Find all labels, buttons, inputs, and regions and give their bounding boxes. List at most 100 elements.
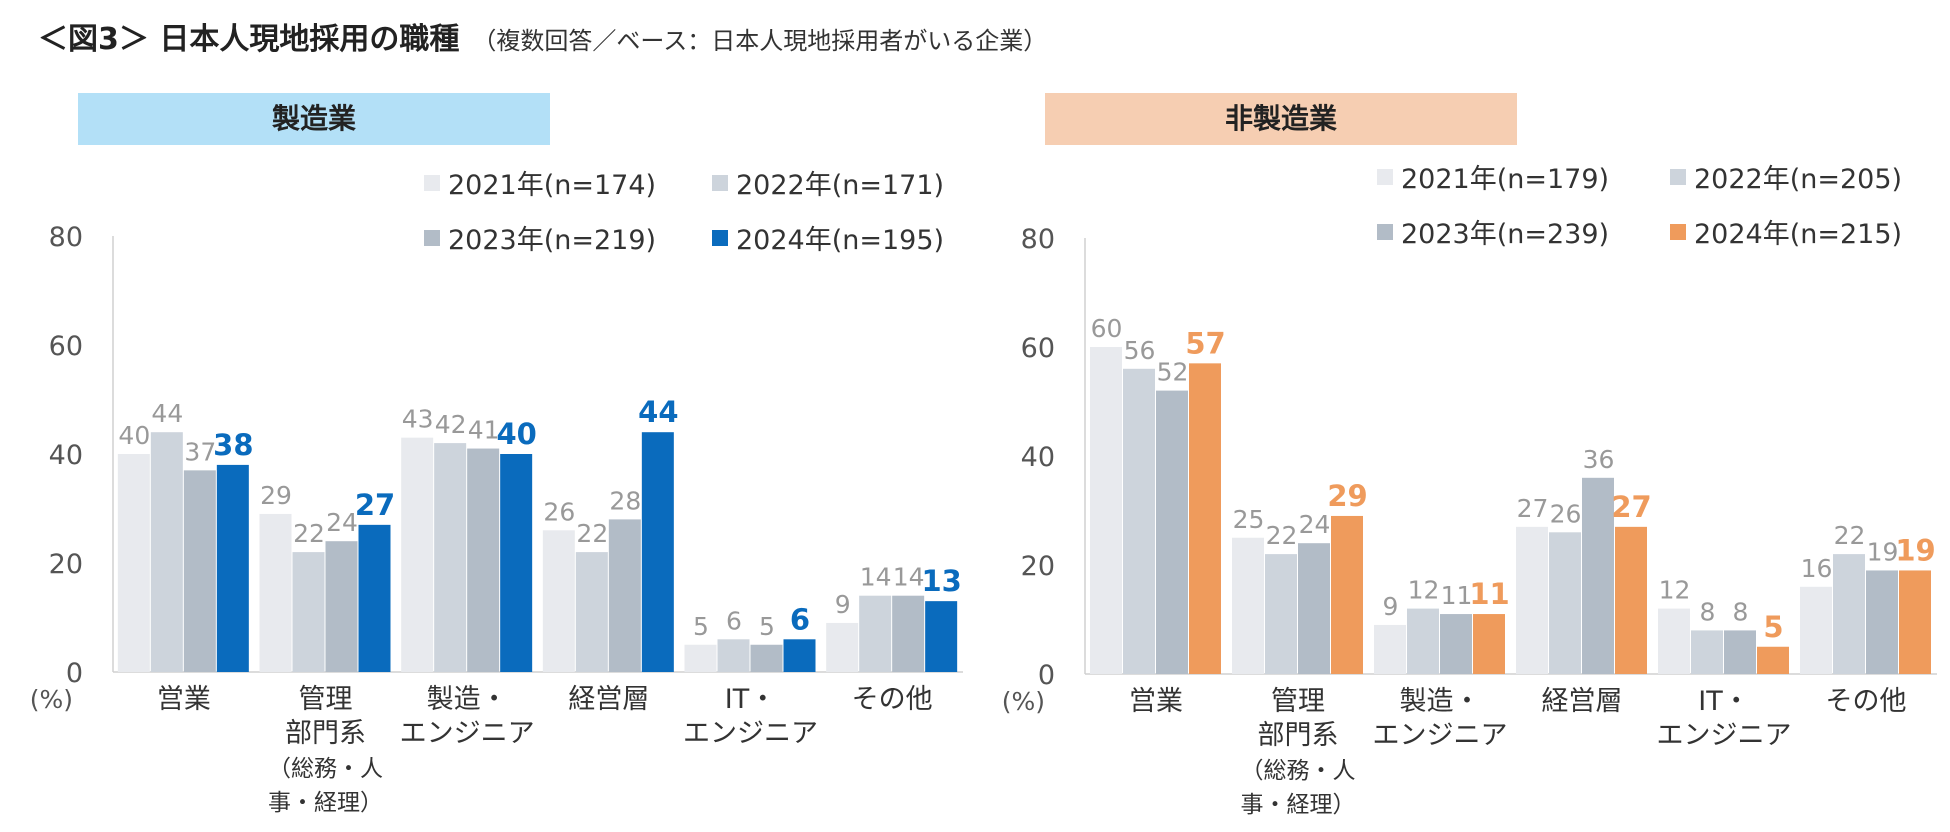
bar	[183, 470, 216, 672]
bar	[1757, 646, 1789, 674]
y-tick-label: 80	[1021, 224, 1055, 255]
data-label: 27	[1517, 494, 1549, 523]
bar	[717, 639, 750, 672]
category-label: 経営層	[568, 684, 649, 715]
bar	[641, 432, 674, 672]
legend-swatch	[712, 174, 728, 191]
legend-swatch	[712, 229, 728, 246]
bar	[1724, 630, 1756, 674]
data-label: 25	[1233, 505, 1265, 534]
data-label: 16	[1801, 554, 1833, 583]
category-label: 部門系	[1258, 720, 1339, 751]
category-label: 管理	[1271, 686, 1325, 717]
y-axis-unit-label: (%)	[1002, 687, 1045, 716]
data-label: 8	[1700, 597, 1716, 626]
bar	[358, 524, 391, 672]
category-label: エンジニア	[1657, 720, 1792, 751]
bar	[467, 448, 500, 672]
panel-title-band: 製造業	[78, 93, 550, 145]
bar	[216, 464, 249, 672]
legend-label: 2023年(n=219)	[448, 225, 657, 256]
bar	[542, 530, 575, 672]
bar	[1615, 526, 1647, 674]
panel-title-band: 非製造業	[1045, 93, 1517, 145]
bar	[608, 519, 641, 672]
bar	[1123, 368, 1155, 674]
category-label: エンジニア	[1373, 720, 1508, 751]
bar	[1298, 543, 1330, 674]
category-label: その他	[1826, 686, 1907, 717]
bar	[1090, 347, 1122, 674]
bar	[1232, 537, 1264, 674]
y-tick-label: 40	[49, 440, 83, 471]
legend-label: 2021年(n=179)	[1401, 164, 1610, 195]
y-tick-label: 20	[49, 549, 83, 580]
legend-item: 2024年(n=195)	[712, 218, 944, 257]
figure-title: ＜図3＞ 日本人現地採用の職種	[38, 22, 460, 57]
category-label: 事・経理）	[268, 790, 383, 816]
bar	[925, 601, 958, 672]
figure-subtitle: （複数回答／ベース：日本人現地採用者がいる企業）	[472, 27, 1048, 55]
data-label: 42	[435, 410, 467, 439]
bar	[292, 552, 325, 672]
bar	[500, 454, 533, 672]
bar	[1866, 570, 1898, 674]
data-label: 11	[1441, 581, 1473, 610]
y-tick-label: 60	[49, 331, 83, 362]
bar	[1374, 624, 1406, 674]
category-label: エンジニア	[683, 718, 818, 749]
legend-label: 2023年(n=239)	[1401, 219, 1610, 250]
data-label: 6	[726, 606, 742, 635]
bar	[325, 541, 358, 672]
data-label: 12	[1408, 576, 1440, 605]
bar	[1331, 515, 1363, 674]
data-label: 9	[835, 590, 851, 619]
bar	[1549, 532, 1581, 674]
bar	[684, 644, 717, 672]
legend-swatch	[1377, 168, 1393, 185]
legend-label: 2024年(n=195)	[736, 225, 945, 256]
data-label: 27	[355, 488, 395, 522]
data-label: 19	[1867, 537, 1899, 566]
data-label: 29	[260, 481, 292, 510]
data-label: 56	[1124, 336, 1156, 365]
y-tick-label: 0	[66, 658, 83, 689]
data-label: 29	[1327, 479, 1367, 513]
legend-label: 2022年(n=171)	[736, 170, 945, 201]
data-label: 12	[1659, 576, 1691, 605]
data-label: 5	[693, 612, 709, 641]
bar	[575, 552, 608, 672]
legend-swatch	[1670, 168, 1686, 185]
legend-swatch	[1377, 223, 1393, 240]
category-label: （総務・人	[268, 756, 383, 782]
data-label: 14	[860, 563, 892, 592]
y-tick-label: 60	[1021, 333, 1055, 364]
data-label: 41	[468, 416, 500, 445]
bar	[1899, 570, 1931, 674]
bar	[1265, 554, 1297, 674]
legend-item: 2023年(n=219)	[424, 218, 656, 257]
legend-swatch	[1670, 223, 1686, 240]
category-label: 製造・	[1400, 686, 1481, 717]
data-label: 11	[1469, 577, 1509, 611]
bar	[1800, 586, 1832, 674]
figure-title-block: ＜図3＞ 日本人現地採用の職種 （複数回答／ベース：日本人現地採用者がいる企業）	[38, 14, 1047, 58]
legend-item: 2024年(n=215)	[1670, 212, 1902, 251]
bar	[1189, 363, 1221, 674]
bar	[1833, 554, 1865, 674]
data-label: 5	[759, 612, 775, 641]
legend-label: 2021年(n=174)	[448, 170, 657, 201]
bar	[859, 595, 892, 672]
category-label: 部門系	[285, 718, 366, 749]
data-label: 22	[293, 519, 325, 548]
bar	[1156, 390, 1188, 674]
legend-item: 2022年(n=205)	[1670, 157, 1902, 196]
category-label: 経営層	[1542, 686, 1623, 717]
bar	[1473, 614, 1505, 674]
data-label: 5	[1763, 610, 1783, 644]
category-label: IT・	[1698, 686, 1749, 717]
bar	[434, 443, 467, 672]
data-label: 19	[1895, 533, 1935, 567]
